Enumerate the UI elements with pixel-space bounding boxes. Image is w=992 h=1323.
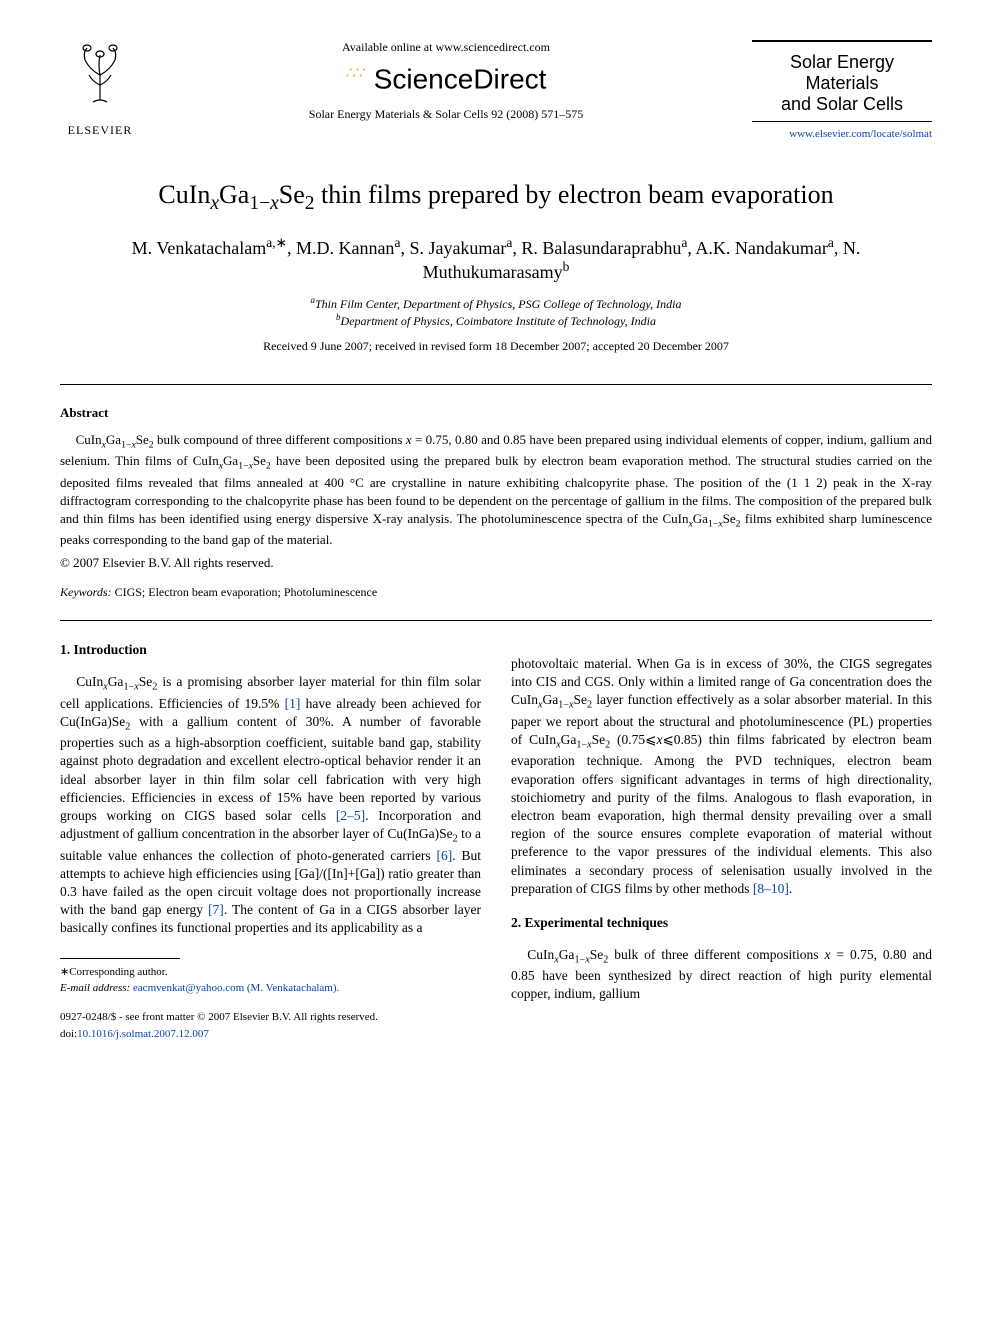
intro-paragraph: CuInxGa1−xSe2 is a promising absorber la… <box>60 673 481 937</box>
sciencedirect-text: ScienceDirect <box>374 63 547 94</box>
page-header: ELSEVIER Available online at www.science… <box>60 40 932 140</box>
journal-title-line1: Solar Energy Materials <box>752 52 932 94</box>
keywords-label: Keywords: <box>60 585 112 599</box>
intro-continued: photovoltaic material. When Ga is in exc… <box>511 655 932 898</box>
email-footnote: E-mail address: eacmvenkat@yahoo.com (M.… <box>60 981 481 996</box>
affiliation-a: aThin Film Center, Department of Physics… <box>60 295 932 312</box>
journal-box-container: Solar Energy Materials and Solar Cells w… <box>752 40 932 140</box>
column-left: 1. Introduction CuInxGa1−xSe2 is a promi… <box>60 641 481 1044</box>
journal-citation: Solar Energy Materials & Solar Cells 92 … <box>140 107 752 122</box>
doi-link[interactable]: 10.1016/j.solmat.2007.12.007 <box>77 1028 209 1040</box>
experimental-paragraph: CuInxGa1−xSe2 bulk of three different co… <box>511 946 932 1004</box>
corresponding-author-note: ∗Corresponding author. <box>60 965 481 980</box>
keywords: Keywords: CIGS; Electron beam evaporatio… <box>60 585 932 600</box>
available-online-text: Available online at www.sciencedirect.co… <box>140 40 752 55</box>
tree-icon <box>60 40 140 119</box>
doi-line: doi:10.1016/j.solmat.2007.12.007 <box>60 1027 481 1042</box>
column-right: photovoltaic material. When Ga is in exc… <box>511 641 932 1044</box>
body-columns: 1. Introduction CuInxGa1−xSe2 is a promi… <box>60 641 932 1044</box>
footnote-separator <box>60 958 180 959</box>
sciencedirect-logo: ∴∵ ScienceDirect <box>140 63 752 95</box>
elsevier-logo: ELSEVIER <box>60 40 140 138</box>
section-1-heading: 1. Introduction <box>60 641 481 659</box>
abstract-copyright: © 2007 Elsevier B.V. All rights reserved… <box>60 555 932 571</box>
article-title: CuInxGa1−xSe2 thin films prepared by ele… <box>60 180 932 215</box>
affiliation-b: bDepartment of Physics, Coimbatore Insti… <box>60 312 932 329</box>
abstract-heading: Abstract <box>60 405 932 421</box>
center-header: Available online at www.sciencedirect.co… <box>140 40 752 122</box>
affiliations: aThin Film Center, Department of Physics… <box>60 295 932 329</box>
doi-label: doi: <box>60 1028 77 1040</box>
authors-list: M. Venkatachalama,∗, M.D. Kannana, S. Ja… <box>60 235 932 283</box>
keywords-text: CIGS; Electron beam evaporation; Photolu… <box>115 585 378 599</box>
publisher-name: ELSEVIER <box>60 123 140 138</box>
journal-title-line2: and Solar Cells <box>752 94 932 115</box>
section-2-heading: 2. Experimental techniques <box>511 914 932 932</box>
journal-url-link[interactable]: www.elsevier.com/locate/solmat <box>752 128 932 140</box>
email-label: E-mail address: <box>60 982 130 994</box>
divider <box>60 620 932 621</box>
sd-dots-icon: ∴∵ <box>346 65 366 82</box>
issn-line: 0927-0248/$ - see front matter © 2007 El… <box>60 1010 481 1025</box>
journal-title-box: Solar Energy Materials and Solar Cells <box>752 40 932 122</box>
abstract-text: CuInxGa1−xSe2 bulk compound of three dif… <box>60 431 932 549</box>
article-dates: Received 9 June 2007; received in revise… <box>60 339 932 354</box>
divider <box>60 384 932 385</box>
author-email-link[interactable]: eacmvenkat@yahoo.com (M. Venkatachalam). <box>133 982 339 994</box>
